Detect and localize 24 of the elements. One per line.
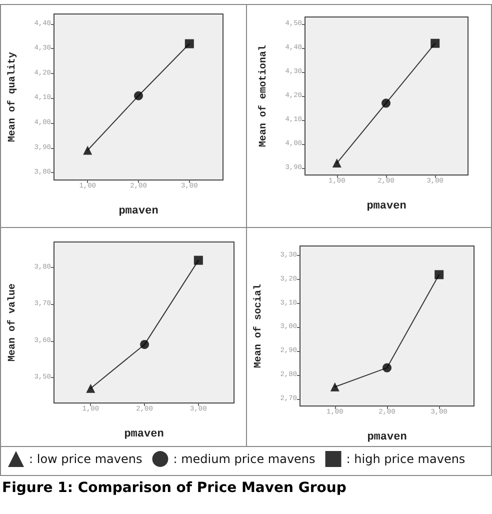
point (140, 340, 150, 349)
y-axis-title: Mean of emotional (258, 44, 270, 148)
point (184, 39, 194, 48)
point (382, 98, 391, 108)
x-axis-title: pmaven (366, 200, 406, 212)
point (83, 146, 92, 155)
y-axis-title: Mean of quality (6, 52, 18, 142)
point (332, 158, 342, 168)
point (194, 256, 203, 265)
x-axis-title: pmaven (367, 432, 407, 444)
point (434, 270, 444, 280)
point (86, 384, 96, 393)
point (330, 382, 340, 392)
legend-label: : low price mavens (29, 452, 142, 466)
legend-label: : high price mavens (346, 452, 466, 466)
point (430, 38, 440, 48)
point (134, 91, 143, 100)
x-axis-title: pmaven (118, 206, 158, 218)
y-axis-title: Mean of social (252, 284, 264, 368)
caption: Figure 1: Comparison of Price Maven Group (2, 480, 346, 496)
legend-label: : medium price mavens (173, 452, 316, 466)
y-axis-title: Mean of value (6, 283, 18, 362)
point (382, 363, 392, 372)
x-axis-title: pmaven (124, 428, 164, 440)
